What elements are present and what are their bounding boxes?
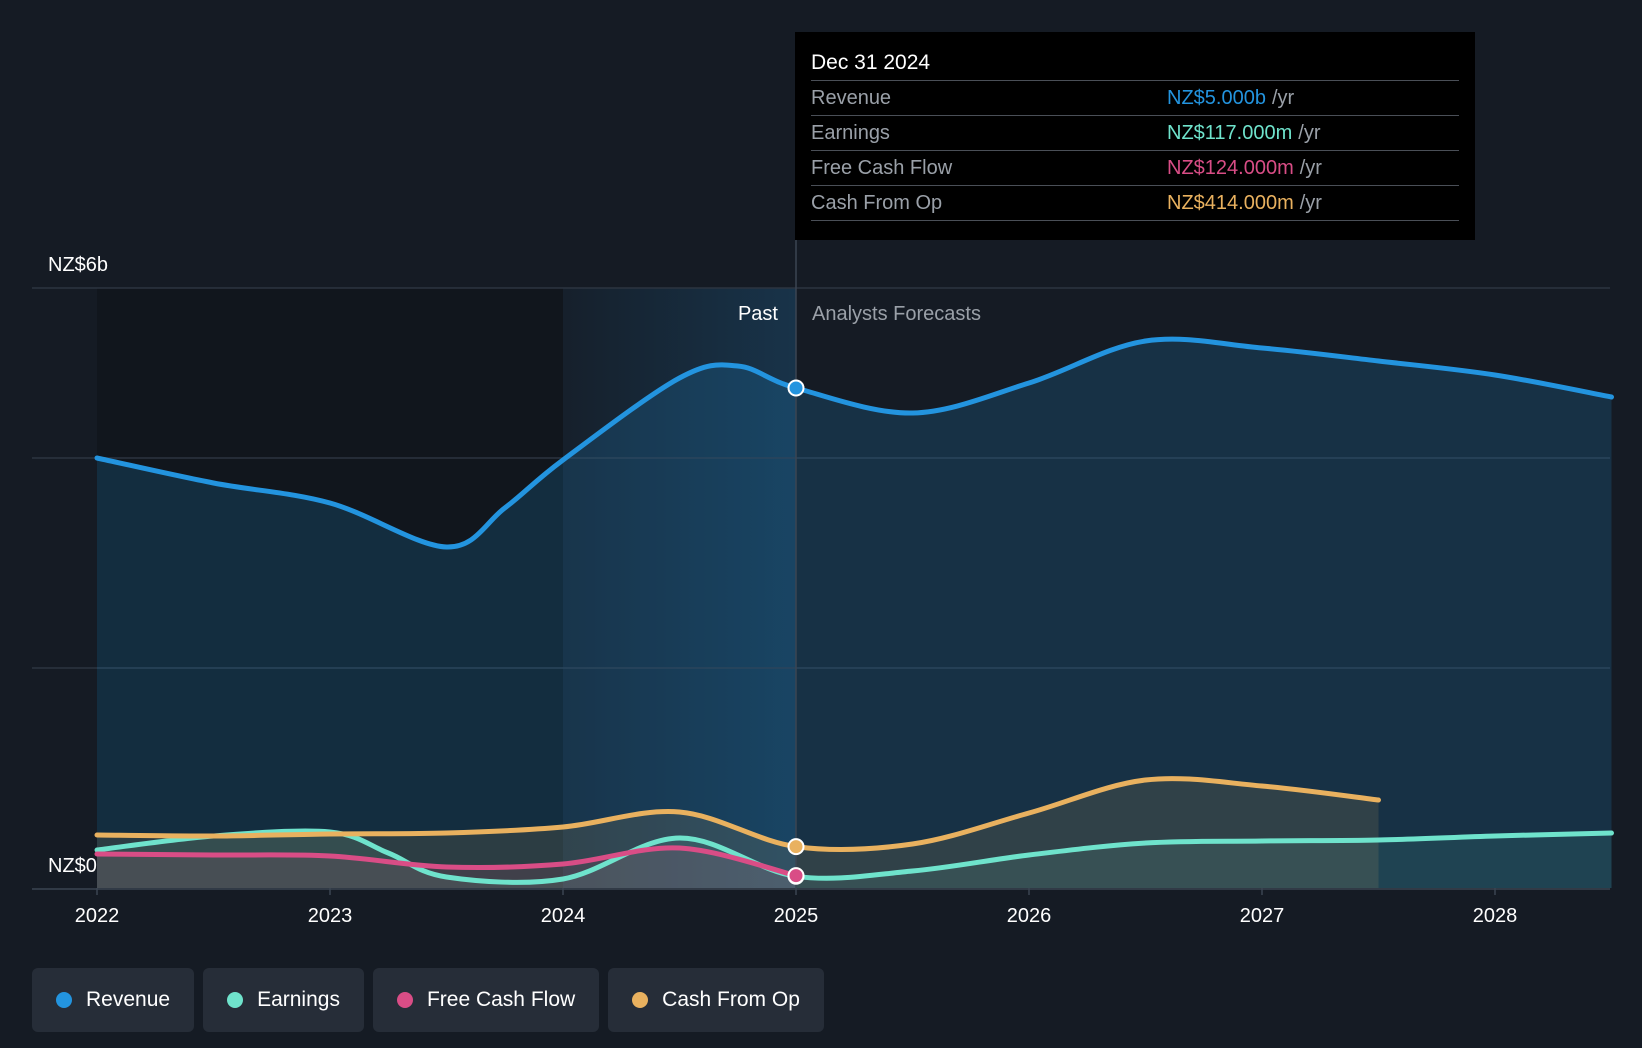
legend-dot-icon [632,992,649,1008]
marker-revenue [787,379,805,397]
legend-dot-icon [396,992,413,1008]
tooltip-row-revenue: Revenue NZ$5.000b /yr [811,81,1459,116]
legend-dot-icon [227,992,244,1008]
x-tick-label: 2023 [308,905,353,927]
line-free_cash_flow [94,845,799,879]
legend: Revenue Earnings Free Cash Flow Cash Fro… [32,968,824,1032]
highlight-band [563,288,796,888]
line-revenue [94,336,1614,550]
x-tick-label: 2024 [541,905,586,927]
x-tick-label: 2028 [1473,905,1518,927]
legend-label: Cash From Op [662,988,800,1011]
tooltip-unit: /yr [1299,157,1322,179]
past-label: Past [738,303,778,325]
tooltip-value: NZ$124.000m [1167,157,1294,179]
tooltip-unit: /yr [1299,192,1322,214]
revenue-earnings-chart: NZ$6b NZ$0 Past Analysts Forecasts 2022 2… [32,240,1614,927]
past-dark-band [97,288,563,888]
x-tick-label: 2022 [75,905,120,927]
y-axis-top-label: NZ$6b [48,254,108,276]
legend-label: Revenue [86,988,171,1011]
legend-item-revenue[interactable]: Revenue [32,968,195,1032]
marker-free_cash_flow [787,867,805,885]
tooltip-label: Revenue [811,87,892,109]
tooltip-row-earnings: Earnings NZ$117.000m /yr [811,116,1459,151]
legend-item-earnings[interactable]: Earnings [203,968,364,1032]
tooltip-value: NZ$414.000m [1167,192,1294,214]
tooltip-label: Cash From Op [811,192,943,214]
hover-markers [787,379,805,885]
tooltip-row-cash-from-op: Cash From Op NZ$414.000m /yr [811,186,1459,221]
x-tick-label: 2026 [1007,905,1052,927]
y-axis-bottom-label: NZ$0 [48,855,97,877]
area-earnings [97,831,1612,888]
marker-cash_from_op [787,838,805,856]
tooltip-label: Earnings [811,122,890,144]
area-revenue [97,339,1612,888]
x-axis: 2022 2023 2024 2025 2026 2027 2028 [75,888,1518,927]
tooltip-unit: /yr [1298,122,1321,144]
tooltip-value: NZ$117.000m [1167,122,1293,144]
legend-label: Earnings [257,988,340,1011]
legend-item-cash-from-op[interactable]: Cash From Op [608,968,824,1032]
forecast-label: Analysts Forecasts [812,303,981,325]
legend-item-free-cash-flow[interactable]: Free Cash Flow [372,968,600,1032]
tooltip-date: Dec 31 2024 [811,46,1459,81]
tooltip-unit: /yr [1271,87,1295,109]
line-cash_from_op [94,776,1381,853]
tooltip-value: NZ$5.000b [1167,87,1266,109]
legend-label: Free Cash Flow [426,988,576,1011]
x-tick-label: 2027 [1240,905,1285,927]
x-tick-label: 2025 [774,905,819,927]
tooltip-row-free-cash-flow: Free Cash Flow NZ$124.000m /yr [811,151,1459,186]
tooltip: Dec 31 2024 Revenue NZ$5.000b /yr Earnin… [795,32,1475,240]
legend-dot-icon [56,992,72,1008]
tooltip-label: Free Cash Flow [811,157,953,179]
gridlines [32,287,1610,890]
